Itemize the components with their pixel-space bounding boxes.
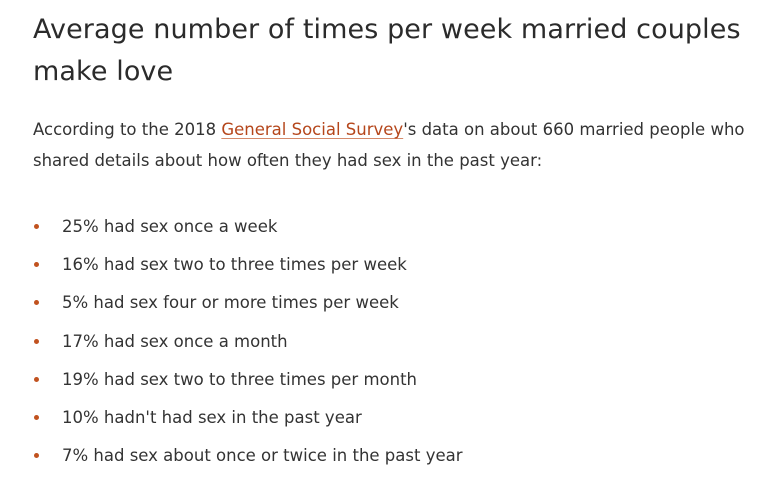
- list-item-text: 10% hadn't had sex in the past year: [62, 407, 362, 427]
- bullet-icon: [34, 453, 39, 459]
- list-item: 10% hadn't had sex in the past year: [33, 406, 763, 444]
- intro-text-after-link: 's data on about 660 married people who …: [33, 120, 745, 170]
- bullet-icon: [34, 338, 39, 344]
- list-item-text: 16% had sex two to three times per week: [62, 255, 407, 275]
- bullet-icon: [34, 300, 39, 306]
- article-body: Average number of times per week married…: [33, 9, 763, 482]
- bullet-icon: [34, 224, 39, 229]
- intro-paragraph: According to the 2018 General Social Sur…: [33, 114, 763, 176]
- list-item-text: 19% had sex two to three times per month: [62, 369, 418, 389]
- bullet-icon: [34, 376, 39, 382]
- list-item: 7% had sex about once or twice in the pa…: [33, 444, 763, 482]
- list-item: 17% had sex once a month: [33, 330, 763, 368]
- list-item-text: 5% had sex four or more times per week: [62, 293, 399, 313]
- list-item: 19% had sex two to three times per month: [33, 368, 763, 406]
- list-item-text: 17% had sex once a month: [62, 331, 288, 351]
- list-item: 25% had sex once a week: [33, 215, 763, 253]
- bullet-icon: [34, 414, 39, 420]
- general-social-survey-link[interactable]: General Social Survey: [221, 120, 404, 139]
- list-item: 16% had sex two to three times per week: [33, 253, 763, 291]
- intro-text-before-link: According to the 2018: [33, 120, 222, 139]
- article-heading: Average number of times per week married…: [33, 14, 741, 87]
- bullet-icon: [34, 262, 39, 268]
- list-item: 5% had sex four or more times per week: [33, 291, 763, 329]
- list-item-text: 25% had sex once a week: [62, 217, 278, 236]
- sex-frequency-list: 25% had sex once a week 16% had sex two …: [33, 215, 763, 482]
- list-item-text: 7% had sex about once or twice in the pa…: [62, 446, 463, 466]
